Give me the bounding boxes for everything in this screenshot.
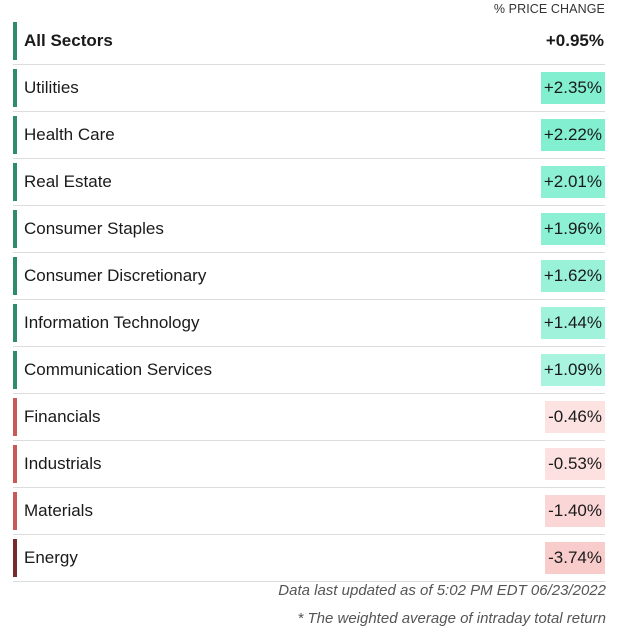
footnote-text: * The weighted average of intraday total…	[297, 610, 606, 627]
sector-row[interactable]: Consumer Discretionary +1.62%	[13, 253, 605, 300]
sector-row[interactable]: Real Estate +2.01%	[13, 159, 605, 206]
last-updated-text: Data last updated as of 5:02 PM EDT 06/2…	[278, 582, 606, 599]
sector-price-change: -0.46%	[545, 401, 605, 433]
sector-row[interactable]: Consumer Staples +1.96%	[13, 206, 605, 253]
sector-price-change: +2.22%	[540, 119, 605, 151]
sector-row[interactable]: Information Technology +1.44%	[13, 300, 605, 347]
sector-indicator-bar	[13, 69, 17, 107]
sector-name: All Sectors	[24, 31, 113, 50]
sector-price-change: -3.74%	[545, 542, 605, 574]
sector-row[interactable]: Health Care +2.22%	[13, 112, 605, 159]
sector-name: Financials	[24, 407, 101, 426]
sector-row[interactable]: Industrials -0.53%	[13, 441, 605, 488]
sector-name: Energy	[24, 548, 78, 567]
sector-name: Industrials	[24, 454, 102, 473]
sector-indicator-bar	[13, 210, 17, 248]
sector-name: Utilities	[24, 78, 79, 97]
sector-name: Communication Services	[24, 360, 213, 379]
sector-indicator-bar	[13, 116, 17, 154]
sector-name: Consumer Staples	[24, 219, 164, 238]
sector-name: Consumer Discretionary	[24, 266, 207, 285]
sector-name: Materials	[24, 501, 93, 520]
sector-price-change: +1.09%	[540, 354, 605, 386]
sector-row[interactable]: Energy -3.74%	[13, 535, 605, 582]
sector-performance-table: All Sectors +0.95% Utilities +2.35% Health C…	[13, 18, 605, 582]
sector-row[interactable]: Utilities +2.35%	[13, 65, 605, 112]
sector-price-change: -1.40%	[545, 495, 605, 527]
sector-name: Real Estate	[24, 172, 112, 191]
sector-price-change: +1.44%	[540, 307, 605, 339]
sector-row[interactable]: Communication Services +1.09%	[13, 347, 605, 394]
sector-indicator-bar	[13, 398, 17, 436]
sector-indicator-bar	[13, 445, 17, 483]
sector-price-change: -0.53%	[545, 448, 605, 480]
sector-name: Information Technology	[24, 313, 200, 332]
sector-price-change: +2.35%	[540, 72, 605, 104]
sector-indicator-bar	[13, 304, 17, 342]
sector-price-change: +0.95%	[545, 31, 604, 50]
sector-indicator-bar	[13, 539, 17, 577]
total-row[interactable]: All Sectors +0.95%	[13, 18, 605, 65]
sector-indicator-bar	[13, 22, 17, 60]
sector-indicator-bar	[13, 257, 17, 295]
sector-name: Health Care	[24, 125, 115, 144]
sector-price-change: +1.96%	[540, 213, 605, 245]
sector-indicator-bar	[13, 351, 17, 389]
sector-indicator-bar	[13, 163, 17, 201]
sector-price-change: +1.62%	[540, 260, 605, 292]
column-header-price-change: % PRICE CHANGE	[493, 2, 605, 16]
sector-price-change: +2.01%	[540, 166, 605, 198]
sector-row[interactable]: Materials -1.40%	[13, 488, 605, 535]
sector-indicator-bar	[13, 492, 17, 530]
sector-row[interactable]: Financials -0.46%	[13, 394, 605, 441]
